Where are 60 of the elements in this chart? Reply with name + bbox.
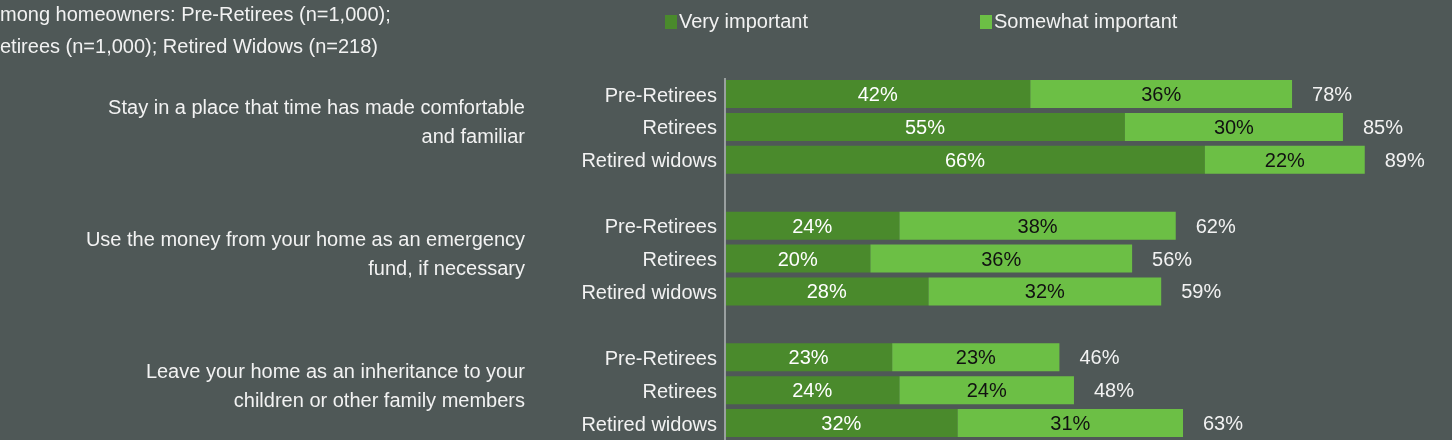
data-label: 28% (806, 280, 848, 303)
bar (899, 211, 1176, 240)
y-tick-label: Retirees (642, 248, 717, 271)
total-label: 56% (1152, 247, 1193, 270)
bar (725, 277, 929, 306)
data-label: 31% (1050, 412, 1091, 435)
y-tick-label: Retirees (642, 379, 717, 402)
data-label: 30% (1213, 115, 1255, 138)
data-label: 36% (1141, 83, 1182, 105)
data-label: 23% (955, 346, 997, 369)
bar (725, 244, 871, 273)
bar (892, 343, 1060, 372)
bar (899, 376, 1074, 405)
y-tick-label: Retired widows (581, 149, 717, 172)
bar (957, 409, 1184, 438)
y-tick-label: Retirees (642, 116, 717, 139)
data-label: 23% (788, 346, 829, 369)
data-label: 20% (777, 247, 818, 270)
y-tick-label: Pre-Retirees (604, 346, 717, 369)
bar (725, 343, 893, 372)
data-label: 32% (1024, 280, 1066, 303)
bar (1204, 145, 1365, 174)
data-label: 24% (792, 379, 833, 402)
data-label: 38% (1017, 214, 1058, 237)
bar (1030, 80, 1293, 108)
legend-label: Somewhat important (993, 10, 1179, 33)
y-tick-label: Pre-Retirees (604, 83, 717, 106)
bar (928, 277, 1162, 306)
bar (725, 409, 958, 438)
total-label: 78% (1312, 83, 1353, 105)
total-label: 89% (1384, 148, 1426, 171)
bar (725, 112, 1125, 141)
text: Stay in a place that time has made comfortable and familiar (108, 95, 525, 150)
data-label: 55% (904, 115, 946, 138)
y-tick-label: Retired widows (581, 412, 717, 435)
total-label: 62% (1195, 214, 1236, 237)
total-label: 63% (1203, 412, 1244, 435)
y-tick-label: Pre-Retirees (604, 215, 717, 238)
total-label: 59% (1181, 280, 1222, 303)
text: mong homeowners: Pre-Retirees (n=1,000); etirees (n=1,000); Retired Widows (n=218) (0, 2, 391, 59)
bar (725, 80, 1031, 108)
bar (725, 376, 900, 405)
bar (870, 244, 1133, 273)
data-label: 42% (857, 83, 898, 105)
bar (725, 145, 1205, 174)
total-label: 85% (1362, 115, 1404, 138)
y-tick-label: Retired widows (581, 281, 717, 304)
text: Use the money from your home as an emergency fund, if necessary (85, 227, 525, 281)
data-label: 24% (792, 214, 833, 237)
data-label: 66% (944, 148, 986, 171)
legend-label: Very important (678, 10, 809, 33)
data-label: 24% (966, 379, 1007, 402)
data-label: 32% (821, 412, 862, 435)
text: Leave your home as an inheritance to your children or other family members (145, 358, 525, 413)
total-label: 48% (1093, 379, 1135, 402)
data-label: 22% (1264, 148, 1306, 171)
bar (1124, 112, 1343, 141)
data-label: 36% (981, 247, 1022, 270)
bar (725, 211, 900, 240)
total-label: 46% (1079, 346, 1120, 369)
